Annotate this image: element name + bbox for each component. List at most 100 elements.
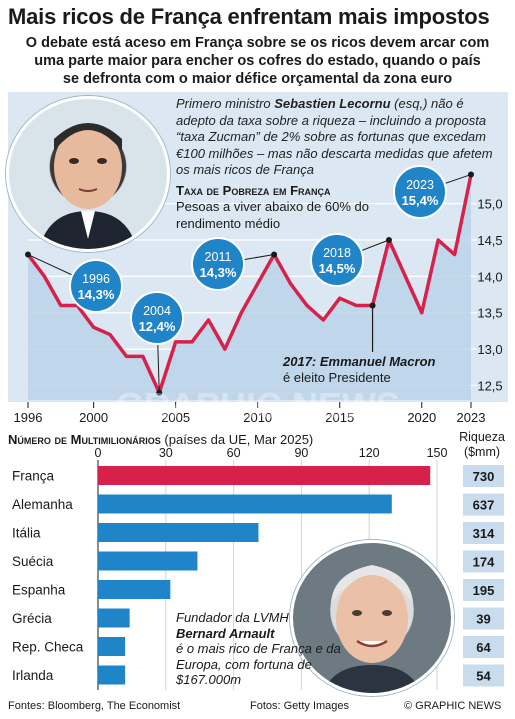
y-tick-label: 15,0	[477, 197, 502, 212]
wealth-header: Riqueza ($mm)	[459, 430, 505, 459]
callout-year: 2023	[406, 178, 434, 192]
wealth-box	[463, 550, 504, 573]
footer-photos: Fotos: Getty Images	[250, 700, 350, 712]
callout-value: 15,4%	[402, 193, 439, 208]
x-tick-label: 2010	[243, 410, 272, 425]
category-label: Itália	[12, 526, 41, 541]
arnault-caption-pre: Fundador da LVMH	[176, 610, 289, 625]
subtitle: O debate está aceso em França sobre se o…	[0, 34, 515, 88]
arnault-name: Bernard Arnault	[176, 625, 275, 641]
bar	[98, 551, 198, 571]
billionaires-bars	[98, 466, 431, 685]
callout-point	[156, 389, 163, 396]
arnault-face-illustration	[323, 565, 421, 693]
wealth-value: 64	[476, 640, 491, 655]
poverty-line	[26, 174, 473, 395]
wealth-value: 730	[473, 469, 495, 484]
footer-sources: Fontes: Bloomberg, The Economist	[8, 700, 181, 712]
macron-name: Emmanuel Macron	[319, 354, 436, 369]
wealth-box	[463, 465, 504, 487]
billionaires-title: Número de Multimilionários (países da UE…	[8, 432, 313, 447]
callout-bubble	[310, 233, 364, 287]
wealth-value: 637	[473, 498, 495, 513]
lecornu-name: Sebastien Lecornu	[274, 96, 391, 111]
callout-value: 14,3%	[200, 265, 237, 280]
lecornu-portrait	[6, 96, 170, 252]
lecornu-face-illustration	[39, 123, 137, 249]
subtitle-line-3: se defronta com o maior défice orçamenta…	[62, 71, 453, 87]
wealth-box	[463, 493, 504, 516]
x-tick-label: 120	[359, 446, 380, 460]
lecornu-caption-pre: Primero ministro	[176, 96, 275, 111]
poverty-chart-subtitle: Pesoas a viver abaixo de 60% do rendimen…	[176, 199, 369, 231]
wealth-values: 730 637 314 174 195 39 64 54	[463, 465, 504, 687]
category-label: Suécia	[12, 554, 54, 569]
bar	[98, 523, 259, 542]
wealth-value: 195	[473, 583, 495, 598]
headline: Mais ricos de França enfrentam mais impo…	[8, 4, 490, 29]
lecornu-caption-post: (esq,) não é adepto da taxa sobre a riqu…	[176, 96, 493, 177]
x-tick-label: 150	[427, 446, 448, 460]
poverty-y-ticks: 12,5 13,0 13,5 14,0 14,5 15,0	[477, 197, 502, 394]
bar	[98, 494, 392, 514]
lecornu-caption: Primero ministro Sebastien Lecornu (esq,…	[176, 96, 501, 179]
y-tick-label: 12,5	[477, 378, 502, 393]
billionaires-x-ticks: 0 30 60 90 120 150	[95, 446, 448, 460]
category-label: Grécia	[12, 611, 52, 626]
billionaires-subtitle: (países da UE, Mar 2025)	[164, 432, 314, 447]
x-tick-label: 60	[227, 446, 241, 460]
macron-note: 2017: Emmanuel Macron é eleito President…	[283, 354, 435, 386]
callout-bubble	[393, 165, 447, 219]
billionaires-category-labels: França Alemanha Itália Suécia Espanha Grécia R…	[12, 469, 84, 684]
wealth-box	[463, 636, 504, 658]
wealth-value: 54	[476, 669, 491, 684]
subtitle-line-2: uma parte maior para encher os cofres do…	[34, 53, 481, 69]
category-label: França	[12, 469, 55, 484]
arnault-portrait	[290, 540, 454, 696]
callout-bubble	[191, 237, 245, 291]
callout-point	[385, 237, 392, 243]
x-tick-label: 1996	[14, 410, 43, 425]
x-tick-label: 90	[294, 446, 308, 460]
wealth-value: 314	[473, 526, 495, 541]
subtitle-line-1: O debate está aceso em França sobre se o…	[25, 35, 490, 51]
x-tick-label: 2015	[325, 410, 354, 425]
callout-year: 2004	[143, 304, 171, 318]
macron-text: é eleito Presidente	[283, 370, 391, 385]
arnault-caption-post: é o mais rico de França e da Europa, com…	[176, 641, 341, 687]
poverty-chart-title: Taxa de Pobreza em França	[176, 183, 331, 198]
wealth-box	[463, 579, 504, 601]
poverty-line-chart: 12,5 13,0 13,5 14,0 14,5 15,0 1996 2000 2005 201…	[14, 165, 503, 426]
wealth-value: 39	[476, 612, 490, 627]
poverty-area	[28, 174, 471, 400]
bar	[98, 580, 171, 599]
footer-credit: © GRAPHIC NEWS	[404, 700, 502, 712]
callout-year: 2011	[205, 250, 232, 264]
x-tick-label: 2005	[161, 410, 190, 425]
y-tick-label: 14,0	[477, 269, 502, 284]
callout-value: 14,5%	[319, 261, 356, 276]
callout-point	[25, 251, 31, 258]
callout-bubble	[130, 291, 184, 345]
wealth-box	[463, 664, 504, 687]
bar	[98, 637, 126, 656]
callout-value: 14,3%	[78, 287, 115, 302]
billionaires-title-text: Número de Multimilionários	[8, 432, 161, 447]
x-tick-label: 2023	[457, 410, 486, 425]
y-tick-label: 14,5	[477, 233, 502, 248]
y-tick-label: 13,5	[477, 306, 502, 321]
wealth-box	[463, 607, 504, 630]
bar	[98, 665, 126, 685]
callout-point	[271, 251, 278, 258]
bar	[98, 466, 431, 485]
category-label: Espanha	[12, 583, 66, 598]
bar	[98, 608, 130, 628]
macron-year: 2017:	[283, 354, 317, 369]
arnault-caption: Fundador da LVMH Bernard Arnault é o mai…	[176, 610, 346, 688]
callout-value: 12,4%	[139, 319, 176, 334]
category-label: Irlanda	[12, 668, 54, 683]
watermark: GRAPHIC NEWS	[116, 385, 400, 426]
wealth-value: 174	[473, 555, 495, 570]
callout-year: 2018	[323, 246, 351, 260]
poverty-x-ticks: 1996 2000 2005 2010 2015 2020 2023	[14, 402, 486, 425]
